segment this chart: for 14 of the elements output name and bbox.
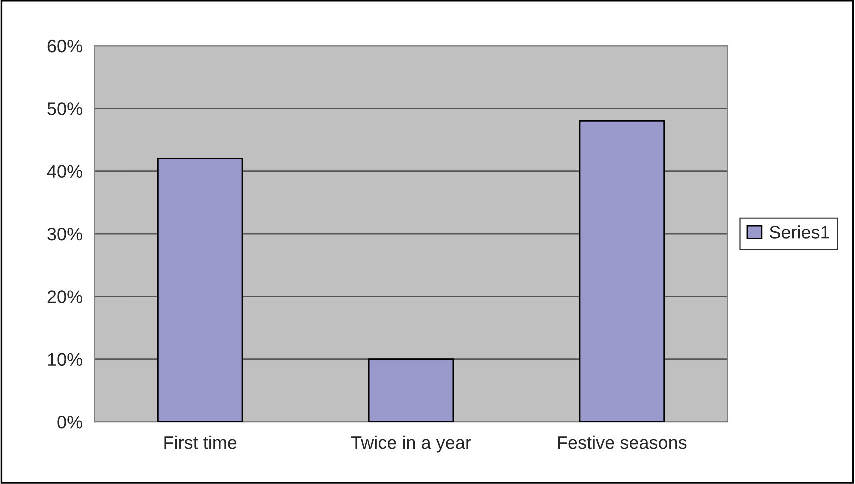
legend-label: Series1 (770, 226, 830, 239)
bar (579, 120, 666, 422)
y-tick-label: 40% (47, 165, 82, 178)
y-tick-label: 10% (48, 353, 82, 366)
x-tick-label: Festive seasons (558, 436, 687, 450)
bar (157, 158, 244, 422)
y-tick-label: 0% (58, 416, 82, 429)
x-tick-label: First time (164, 436, 237, 450)
bar (368, 358, 454, 422)
x-tick-label: Twice in a year (351, 436, 472, 453)
y-tick-label: 60% (48, 40, 82, 53)
y-tick-label: 30% (48, 228, 82, 241)
y-tick-label: 50% (48, 102, 82, 116)
y-tick-label: 20% (48, 290, 82, 304)
